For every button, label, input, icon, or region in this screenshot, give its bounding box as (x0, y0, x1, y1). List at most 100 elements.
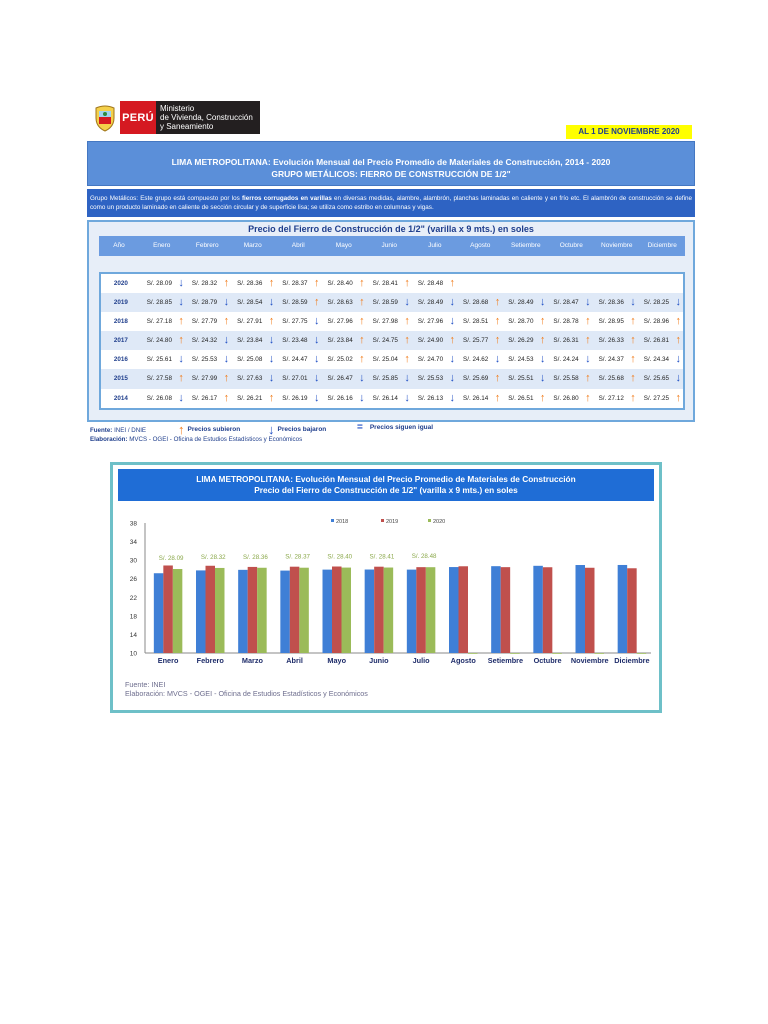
row-year: 2018 (113, 318, 128, 326)
arrow-up-icon: ↑ (494, 296, 501, 309)
arrow-up-icon: ↑ (539, 391, 546, 404)
price-cell: S/. 26.08 ↓ (141, 389, 186, 408)
price-value: S/. 24.62 (463, 356, 489, 364)
price-value: S/. 26.16 (327, 394, 353, 402)
price-cell: S/. 28.36 ↑ (231, 274, 276, 293)
price-cell: S/. 27.18 ↑ (141, 312, 186, 331)
price-value: S/. 28.59 (282, 299, 308, 307)
y-tick-label: 38 (130, 521, 138, 528)
price-cell: S/. 26.81 ↑ (638, 331, 683, 350)
coat-of-arms-icon (90, 101, 120, 134)
arrow-up-icon: ↑ (223, 391, 230, 404)
price-cell: S/. 24.75 ↑ (367, 331, 412, 350)
bar-2019 (205, 565, 215, 653)
price-cell: S/. 24.62 ↓ (457, 350, 502, 369)
price-value: S/. 28.95 (598, 318, 624, 326)
bar-2020 (341, 567, 351, 653)
arrow-down-icon: ↓ (268, 372, 275, 385)
arrow-up-icon: ↑ (585, 372, 591, 385)
bar-2020 (510, 653, 520, 654)
chart-footnote: Fuente: INEI Elaboración: MVCS - OGEI - … (125, 680, 368, 698)
price-value: S/. 27.98 (372, 318, 398, 326)
price-value: S/. 25.58 (553, 375, 579, 383)
header-month-2: Marzo (243, 242, 262, 249)
header-month-8: Setiembre (510, 242, 541, 249)
price-cell: S/. 28.59 ↑ (276, 293, 321, 312)
price-cell: S/. 25.04 ↑ (367, 350, 412, 369)
price-cell (547, 274, 592, 293)
bar-2018 (322, 569, 332, 653)
arrow-down-icon: ↓ (585, 353, 591, 366)
arrow-down-icon: ↓ (359, 372, 365, 385)
price-cell: S/. 27.58 ↑ (141, 369, 186, 388)
arrow-up-icon: ↑ (223, 372, 230, 385)
price-value: S/. 25.53 (191, 356, 218, 364)
price-cell: S/. 28.41 ↑ (367, 274, 412, 293)
bar-chart: 10 14 18 22 26 30 34 38 2018 2019 2020 Enero S/. 28.… (130, 519, 651, 665)
price-cell: S/. 26.21 ↑ (231, 389, 276, 408)
bar-2019 (585, 567, 595, 653)
price-cell: S/. 28.78 ↑ (547, 312, 592, 331)
arrow-up-icon: ↑ (178, 334, 184, 347)
arrow-up-icon: ↑ (630, 391, 636, 404)
bar-2018 (364, 569, 375, 653)
chart-source: Fuente: INEI (125, 680, 166, 689)
bar-2020 (636, 653, 647, 654)
data-label-2020: S/. 28.41 (370, 554, 395, 561)
bar-2019 (374, 566, 384, 653)
price-value: S/. 24.32 (191, 337, 218, 345)
price-value: S/. 27.12 (598, 394, 624, 402)
price-value: S/. 28.96 (643, 318, 670, 326)
report-title-line-2: GRUPO METÁLICOS: FIERRO DE CONSTRUCCIÓN … (271, 169, 511, 179)
arrow-up-icon: ↑ (313, 277, 320, 289)
price-value: S/. 25.69 (463, 375, 489, 383)
arrow-down-icon: ↓ (449, 296, 456, 309)
price-cell: S/. 25.68 ↑ (593, 369, 638, 388)
price-value (502, 280, 508, 287)
price-cell: S/. 25.58 ↑ (547, 369, 592, 388)
bar-2018 (617, 564, 628, 653)
price-value: S/. 28.51 (463, 318, 489, 326)
x-tick-label: Noviembre (571, 656, 609, 665)
price-cell: S/. 26.13 ↓ (412, 389, 457, 408)
chart-title-line-1: LIMA METROPOLITANA: Evolución Mensual de… (196, 474, 576, 484)
price-value: S/. 28.49 (417, 299, 444, 307)
arrow-up-icon: ↑ (359, 296, 365, 309)
chart-title: LIMA METROPOLITANA: Evolución Mensual de… (118, 469, 654, 501)
bar-2019 (458, 566, 468, 653)
price-cell: S/. 28.49 ↓ (502, 293, 547, 312)
header-month-4: Mayo (335, 242, 352, 249)
header-month-3: Abril (291, 242, 305, 249)
price-cell: S/. 23.84 ↓ (231, 331, 276, 350)
bar-2018 (153, 573, 164, 653)
bar-2018 (575, 565, 585, 653)
arrow-down-icon: ↓ (404, 391, 410, 404)
price-cell: S/. 23.84 ↑ (321, 331, 366, 350)
arrow-down-icon: ↓ (313, 372, 320, 385)
price-value: S/. 27.58 (146, 375, 172, 383)
price-cell: S/. 28.85 ↓ (141, 293, 186, 312)
x-tick-label: Julio (413, 656, 431, 665)
date-badge: AL 1 DE NOVIEMBRE 2020 (566, 125, 692, 139)
price-cell: S/. 28.09 ↓ (141, 274, 186, 293)
price-value: S/. 27.18 (146, 318, 172, 326)
data-label-2020: S/. 28.48 (412, 553, 437, 560)
arrow-down-icon: ↓ (268, 422, 275, 437)
price-value: S/. 28.78 (553, 318, 579, 326)
price-cell (502, 274, 547, 293)
price-value: S/. 27.91 (237, 318, 263, 326)
arrow-down-icon: ↓ (178, 353, 184, 366)
table-header-row: Año Enero Febrero Marzo Abril Mayo Junio Julio A… (99, 236, 685, 256)
bar-2019 (416, 567, 426, 653)
arrow-up-icon: ↑ (404, 353, 410, 366)
arrow-up-icon: ↑ (313, 296, 320, 309)
arrow-up-icon: ↑ (494, 372, 501, 385)
price-value: S/. 26.51 (508, 394, 534, 402)
price-value: S/. 24.80 (146, 337, 172, 345)
elaboration-note: Elaboración: MVCS - OGEI - Oficina de Es… (90, 436, 302, 443)
price-value: S/. 28.59 (372, 299, 398, 307)
price-cell: S/. 27.79 ↑ (186, 312, 231, 331)
price-cell (457, 274, 502, 293)
price-value: S/. 26.21 (237, 394, 263, 402)
arrow-down-icon: ↓ (313, 315, 320, 328)
